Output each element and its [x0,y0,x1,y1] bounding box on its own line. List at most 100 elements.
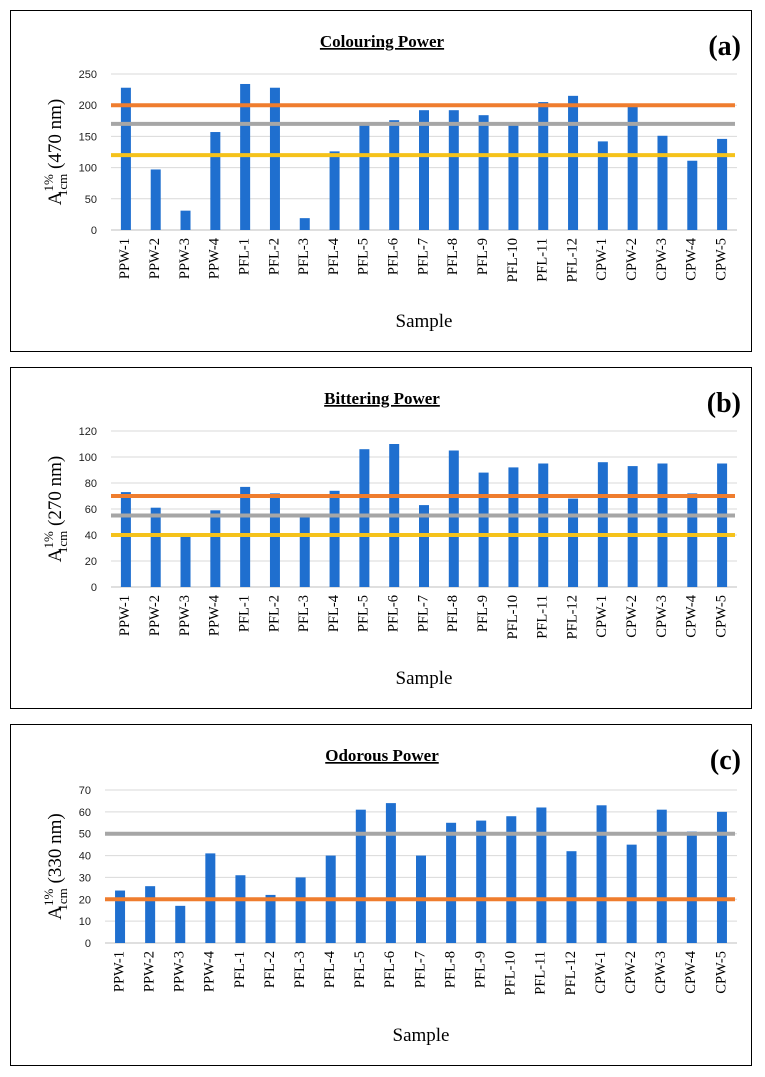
x-tick-label: CPW-5 [713,951,729,994]
bar-pfl-8 [446,822,457,943]
x-tick-label: PPW-2 [141,951,157,992]
y-tick-label: 50 [85,194,97,206]
bar-cpw-5 [717,138,728,230]
y-tick-label: 40 [79,851,91,863]
bar-cpw-1 [597,141,608,230]
bar-pfl-2 [265,894,276,943]
x-axis-label: Sample [396,668,453,689]
y-tick-label: 60 [85,504,97,516]
x-tick-label: PFL-5 [356,595,372,632]
bar-cpw-1 [597,462,608,587]
x-tick-label: PFL-12 [563,951,579,995]
y-tick-label: 150 [79,131,97,143]
chart-panel-a: Colouring Power (a) 0 50 100 150 200 250 PPW-1 PP… [10,10,752,352]
bar-pfl-6 [389,120,400,230]
x-tick-label: PFL-8 [442,951,458,988]
bar-pfl-5 [359,125,370,230]
x-tick-label: CPW-5 [713,595,729,638]
y-axis-label: A1%1cm (470 nm) [41,99,70,205]
x-tick-label: PFL-6 [386,238,402,275]
bar-pfl-4 [329,151,340,230]
x-tick-label: PFL-10 [503,951,519,995]
bar-cpw-3 [656,809,667,943]
x-tick-label: PFL-12 [564,595,580,639]
x-tick-label: PFL-11 [535,238,551,282]
bar-pfl-10 [506,816,517,943]
x-tick-label: PFL-5 [352,951,368,988]
chart-panel-b: Bittering Power (b) 0 20 40 60 80 100 120 PPW-1 PP… [10,367,752,709]
bar-ppw-1 [120,492,131,587]
bar-cpw-2 [627,466,638,587]
bar-pfl-7 [419,505,429,587]
bar-cpw-2 [626,844,637,943]
x-tick-label: PPW-1 [117,595,133,636]
x-tick-label: PFL-11 [533,951,549,995]
y-tick-label: 80 [85,478,97,490]
bar-pfl-5 [355,809,366,943]
y-axis-label: A1%1cm (270 nm) [41,456,70,562]
x-tick-label: PFL-7 [412,951,428,988]
bar-pfl-6 [385,803,396,943]
x-tick-label: PFL-1 [232,951,248,988]
bar-ppw-1 [120,87,131,230]
chart-odorous-power: Odorous Power (c) 0 10 20 30 40 50 60 70 PPW-1 PPW-… [41,745,741,1046]
bar-pfl-7 [419,110,429,230]
bar-ppw-3 [175,905,186,943]
bar-ppw-1 [115,890,126,943]
y-tick-label: 100 [79,163,97,175]
bar-cpw-4 [686,831,697,943]
x-tick-label: PFL-4 [326,594,342,632]
chart-title: Colouring Power [320,32,445,51]
x-axis-label: Sample [396,311,453,332]
x-tick-label: PPW-4 [207,594,223,636]
bar-pfl-4 [329,490,340,587]
x-tick-label: CPW-2 [624,595,640,638]
x-tick-label: PFL-9 [473,951,489,988]
y-tick-label: 50 [79,829,91,841]
x-tick-label: CPW-5 [713,238,729,281]
x-tick-label: PPW-4 [207,237,223,279]
x-tick-label: PPW-3 [177,238,193,279]
chart-panel-c: Odorous Power (c) 0 10 20 30 40 50 60 70 PPW-1 PPW-… [10,724,752,1066]
x-tick-label: PFL-8 [445,595,461,632]
x-tick-label: PFL-2 [262,951,278,988]
bar-pfl-1 [235,875,246,943]
x-tick-label: PFL-3 [296,595,312,632]
x-tick-label: CPW-2 [623,951,639,994]
x-tick-label: PPW-2 [147,595,163,636]
x-tick-label: CPW-4 [684,237,700,280]
y-tick-label: 60 [79,807,91,819]
panel-label: (b) [707,388,741,419]
x-tick-label: PFL-7 [415,595,431,632]
bar-pfl-11 [538,463,549,587]
panel-label: (c) [710,745,741,776]
y-axis-label: A1%1cm (330 nm) [41,813,70,919]
bar-cpw-3 [657,135,668,230]
y-tick-label: 120 [79,426,97,438]
x-tick-label: PFL-8 [445,238,461,275]
x-tick-label: CPW-4 [683,950,699,993]
y-tick-label: 250 [79,69,97,81]
bar-pfl-9 [476,820,487,943]
y-tick-label: 200 [79,100,97,112]
x-tick-label: PFL-9 [475,595,491,632]
y-tick-label: 30 [79,872,91,884]
x-axis-label: Sample [393,1025,450,1046]
y-tick-label: 20 [79,894,91,906]
bar-ppw-2 [150,169,161,230]
bar-ppw-4 [210,132,221,230]
bar-pfl-3 [299,516,310,587]
x-tick-label: PPW-3 [177,595,193,636]
y-tick-label: 0 [91,582,97,594]
bar-cpw-2 [627,106,638,230]
bar-pfl-12 [568,498,579,587]
y-tick-label: 0 [85,938,91,950]
bar-pfl-12 [566,851,577,943]
x-tick-label: CPW-3 [653,951,669,994]
x-tick-label: CPW-1 [593,951,609,994]
y-tick-label: 70 [79,785,91,797]
y-tick-label: 20 [85,556,97,568]
bar-ppw-2 [150,507,161,587]
x-tick-label: PPW-3 [172,951,188,992]
x-tick-label: PFL-2 [266,238,282,275]
